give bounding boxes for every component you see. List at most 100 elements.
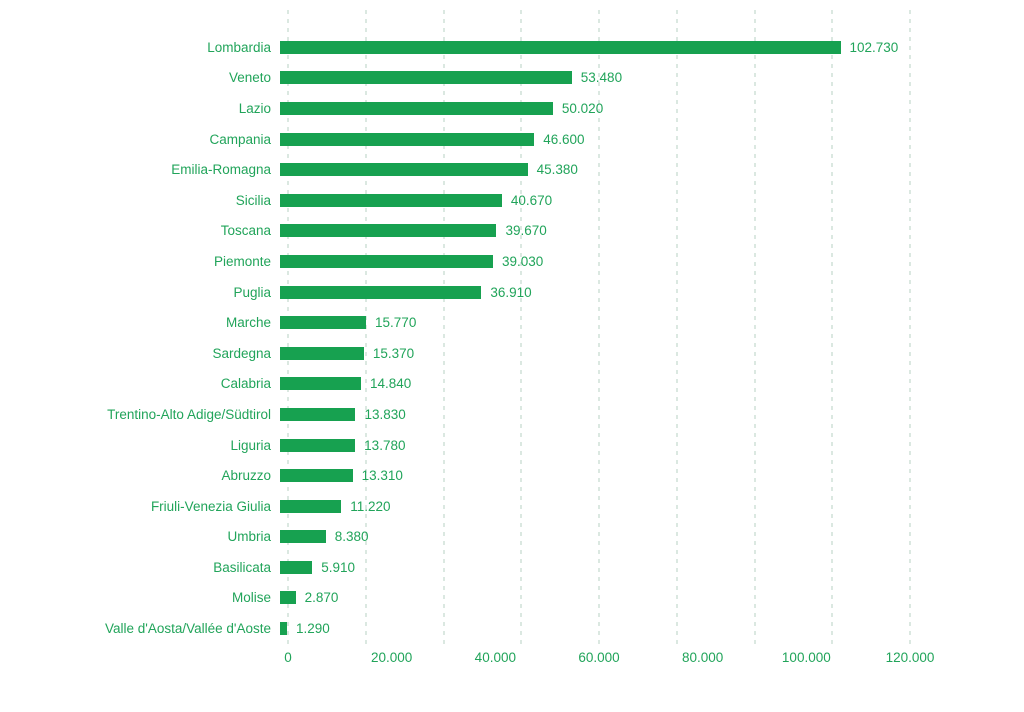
bar-row: Umbria 8.380 <box>0 522 1024 553</box>
bar-track: 13.830 <box>280 407 902 422</box>
bar-row: Emilia-Romagna 45.380 <box>0 154 1024 185</box>
category-label: Trentino-Alto Adige/Südtirol <box>107 406 271 422</box>
value-label: 46.600 <box>543 131 585 147</box>
bar-track: 1.290 <box>280 621 902 636</box>
value-label: 14.840 <box>369 376 412 392</box>
bar-track: 36.910 <box>280 285 902 300</box>
category-label: Friuli-Venezia Giulia <box>150 498 271 514</box>
value-label: 11.220 <box>350 498 391 514</box>
bar <box>280 316 367 330</box>
category-label: Lombardia <box>207 39 271 55</box>
category-label: Umbria <box>227 529 271 545</box>
bar <box>280 530 326 544</box>
category-label: Puglia <box>233 284 271 300</box>
bar <box>280 560 313 574</box>
x-axis: 0 20.000 40.000 60.000 80.000 100.000 120.000 <box>284 650 934 668</box>
bar-row: Sicilia 40.670 <box>0 185 1024 216</box>
x-tick-label: 40.000 <box>474 650 516 665</box>
category-label: Marche <box>225 315 271 331</box>
gridline <box>520 10 522 648</box>
bar-row: Marche 15.770 <box>0 307 1024 338</box>
bar-track: 50.020 <box>280 101 902 116</box>
category-label: Valle d'Aosta/Vallée d'Aoste <box>104 621 271 637</box>
value-label: 2.870 <box>304 590 339 606</box>
x-tick-label: 100.000 <box>781 650 831 665</box>
bar-track: 45.380 <box>280 162 902 177</box>
bar-rows: Lombardia 102.730 Veneto 53.480 Lazio 50.020 C… <box>0 32 1024 644</box>
value-label: 102.730 <box>849 39 899 55</box>
gridline <box>676 10 678 648</box>
value-label: 36.910 <box>490 284 532 300</box>
bar-row: Friuli-Venezia Giulia 11.220 <box>0 491 1024 522</box>
x-tick-label: 0 <box>284 650 292 665</box>
value-label: 15.370 <box>372 345 415 361</box>
value-label: 39.030 <box>501 253 544 269</box>
bar-track: 13.780 <box>280 438 902 453</box>
bar-row: Veneto 53.480 <box>0 63 1024 94</box>
bar <box>280 469 353 483</box>
bar-track: 8.380 <box>280 529 902 544</box>
bar-track: 14.840 <box>280 376 902 391</box>
bar-row: Lazio 50.020 <box>0 93 1024 124</box>
bar-row: Liguria 13.780 <box>0 430 1024 461</box>
bar <box>280 438 356 452</box>
bar <box>280 346 364 360</box>
bar-row: Basilicata 5.910 <box>0 552 1024 583</box>
bar-row: Abruzzo 13.310 <box>0 460 1024 491</box>
bar-track: 40.670 <box>280 193 902 208</box>
bar <box>280 40 841 54</box>
category-label: Sardegna <box>212 345 271 361</box>
x-tick-label: 60.000 <box>578 650 620 665</box>
bar <box>280 193 502 207</box>
category-label: Veneto <box>228 70 271 86</box>
x-tick-label: 20.000 <box>371 650 413 665</box>
bar-track: 39.670 <box>280 223 902 238</box>
x-tick-label: 120.000 <box>885 650 935 665</box>
value-label: 8.380 <box>334 529 369 545</box>
gridline <box>598 10 600 648</box>
bar <box>280 591 296 605</box>
value-label: 13.310 <box>361 468 403 484</box>
bar-row: Lombardia 102.730 <box>0 32 1024 63</box>
bar <box>280 407 356 421</box>
bar-track: 102.730 <box>280 40 902 55</box>
category-label: Toscana <box>220 223 271 239</box>
bar <box>280 377 361 391</box>
bar-row: Puglia 36.910 <box>0 277 1024 308</box>
bar <box>280 132 535 146</box>
category-label: Campania <box>209 131 271 147</box>
bar-row: Molise 2.870 <box>0 583 1024 614</box>
bar-track: 15.770 <box>280 315 902 330</box>
category-label: Liguria <box>230 437 271 453</box>
category-label: Abruzzo <box>221 468 271 484</box>
bar <box>280 285 482 299</box>
bar-track: 13.310 <box>280 468 902 483</box>
value-label: 53.480 <box>580 70 623 86</box>
category-label: Molise <box>231 590 271 606</box>
value-label: 45.380 <box>536 162 578 178</box>
bar-track: 15.370 <box>280 346 902 361</box>
bar <box>280 622 288 636</box>
value-label: 39.670 <box>505 223 547 239</box>
value-label: 13.780 <box>364 437 406 453</box>
bar-track: 2.870 <box>280 590 902 605</box>
value-label: 1.290 <box>296 621 330 637</box>
bar <box>280 163 528 177</box>
bar <box>280 499 342 513</box>
bar-row: Toscana 39.670 <box>0 216 1024 247</box>
category-label: Sicilia <box>235 192 271 208</box>
bar-track: 5.910 <box>280 560 902 575</box>
bar-row: Sardegna 15.370 <box>0 338 1024 369</box>
gridline <box>909 10 911 648</box>
category-label: Piemonte <box>213 253 271 269</box>
bar-track: 53.480 <box>280 70 902 85</box>
value-label: 15.770 <box>375 315 417 331</box>
bar <box>280 224 497 238</box>
value-label: 5.910 <box>321 559 356 575</box>
bar-track: 39.030 <box>280 254 902 269</box>
bar-track: 11.220 <box>280 499 902 514</box>
bar-row: Valle d'Aosta/Vallée d'Aoste 1.290 <box>0 613 1024 644</box>
value-label: 50.020 <box>561 100 604 116</box>
gridline <box>443 10 444 648</box>
